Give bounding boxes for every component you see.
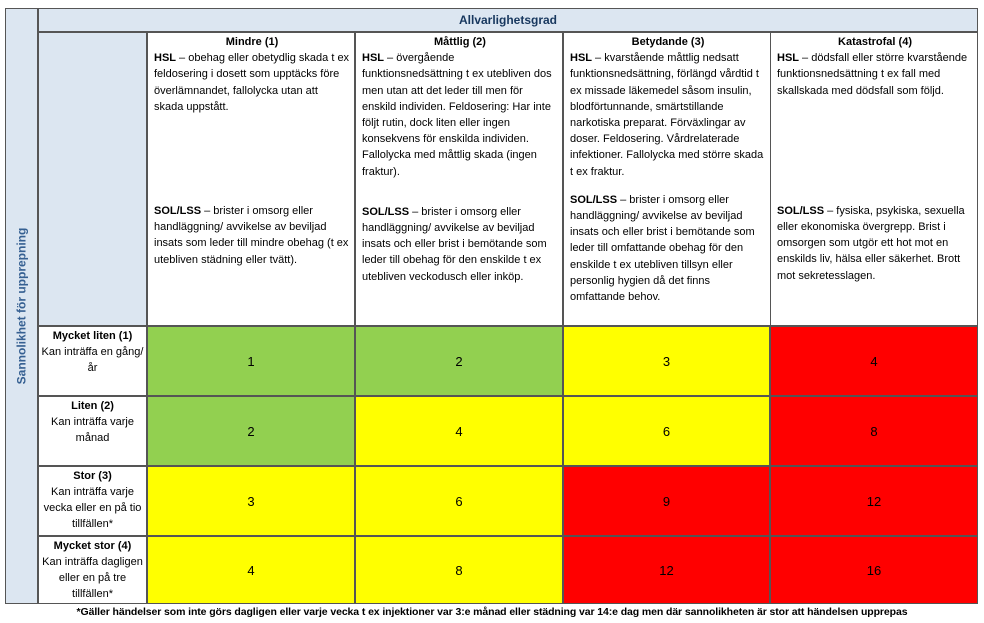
sol-text: – brister i omsorg eller handläggning/ a…: [570, 193, 755, 304]
risk-cell: 3: [563, 326, 770, 396]
risk-cell: 12: [563, 536, 770, 604]
severity-column-2: Måttlig (2) HSL – övergående funktionsne…: [355, 32, 563, 326]
footnote: *Gäller händelser som inte görs dagligen…: [76, 606, 908, 618]
severity-title: Katastrofal (4): [838, 36, 912, 48]
sol-description: SOL/LSS – brister i omsorg eller handläg…: [570, 192, 766, 305]
risk-cell: 9: [563, 466, 770, 536]
hsl-label: HSL: [570, 52, 592, 65]
severity-header: Allvarlighetsgrad: [38, 8, 978, 32]
sol-label: SOL/LSS: [362, 205, 410, 218]
risk-cell: 4: [770, 326, 978, 396]
hsl-label: HSL: [362, 52, 384, 65]
sol-text: – brister i omsorg eller handläggning/ a…: [362, 205, 547, 283]
likelihood-title: Mycket stor (4): [53, 540, 132, 552]
hsl-description: HSL – övergående funktionsnedsättning t …: [362, 50, 558, 180]
risk-cell: 2: [147, 396, 355, 466]
severity-title: Mindre (1): [225, 36, 279, 48]
hsl-description: HSL – obehag eller obetydlig skada t ex …: [154, 50, 350, 115]
sol-label: SOL/LSS: [570, 193, 618, 206]
risk-cell: 4: [147, 536, 355, 604]
severity-title: Betydande (3): [631, 36, 705, 48]
sol-description: SOL/LSS – brister i omsorg eller handläg…: [362, 204, 558, 285]
likelihood-desc: Kan inträffa varje månad: [51, 416, 134, 444]
sol-description: SOL/LSS – brister i omsorg eller handläg…: [154, 203, 350, 268]
hsl-description: HSL – dödsfall eller större kvarstående …: [777, 50, 973, 99]
likelihood-title: Mycket liten (1): [52, 330, 133, 342]
risk-cell: 1: [147, 326, 355, 396]
sol-description: SOL/LSS – fysiska, psykiska, sexuella el…: [777, 203, 973, 284]
hsl-text: – dödsfall eller större kvarstående funk…: [777, 52, 968, 97]
corner-cell: [38, 32, 147, 326]
likelihood-row-4: Mycket stor (4) Kan inträffa dagligen el…: [38, 536, 147, 604]
risk-cell: 6: [563, 396, 770, 466]
severity-title: Måttlig (2): [434, 36, 486, 48]
risk-cell: 4: [355, 396, 563, 466]
hsl-text: – övergående funktionsnedsättning t ex u…: [362, 52, 552, 178]
hsl-text: – kvarstående måttlig nedsatt funktionsn…: [570, 52, 764, 178]
risk-cell: 12: [770, 466, 978, 536]
severity-column-1: Mindre (1) HSL – obehag eller obetydlig …: [147, 32, 355, 326]
likelihood-desc: Kan inträffa varje vecka eller en på tio…: [43, 486, 142, 530]
likelihood-title: Liten (2): [71, 400, 114, 412]
likelihood-row-2: Liten (2) Kan inträffa varje månad: [38, 396, 147, 466]
severity-header-label: Allvarlighetsgrad: [458, 13, 558, 27]
likelihood-desc: Kan inträffa dagligen eller en på tre ti…: [42, 556, 143, 600]
severity-column-3: Betydande (3) HSL – kvarstående måttlig …: [563, 32, 771, 326]
hsl-description: HSL – kvarstående måttlig nedsatt funkti…: [570, 50, 766, 180]
likelihood-side-label: Sannolikhet för upprepning: [14, 227, 29, 385]
risk-cell: 2: [355, 326, 563, 396]
sol-text: – brister i omsorg eller handläggning/ a…: [154, 205, 349, 266]
likelihood-desc: Kan inträffa en gång/år: [41, 346, 144, 374]
likelihood-row-1: Mycket liten (1) Kan inträffa en gång/år: [38, 326, 147, 396]
hsl-label: HSL: [154, 52, 176, 65]
sol-label: SOL/LSS: [777, 204, 825, 217]
sol-text: – fysiska, psykiska, sexuella eller ekon…: [777, 204, 965, 282]
hsl-text: – obehag eller obetydlig skada t ex feld…: [154, 52, 350, 113]
risk-cell: 8: [355, 536, 563, 604]
severity-column-4: Katastrofal (4) HSL – dödsfall eller stö…: [770, 32, 978, 326]
risk-cell: 6: [355, 466, 563, 536]
risk-cell: 16: [770, 536, 978, 604]
sol-label: SOL/LSS: [154, 205, 202, 218]
likelihood-side-header: Sannolikhet för upprepning: [5, 8, 38, 604]
risk-cell: 3: [147, 466, 355, 536]
likelihood-row-3: Stor (3) Kan inträffa varje vecka eller …: [38, 466, 147, 536]
risk-cell: 8: [770, 396, 978, 466]
likelihood-title: Stor (3): [73, 470, 112, 482]
hsl-label: HSL: [777, 52, 799, 65]
